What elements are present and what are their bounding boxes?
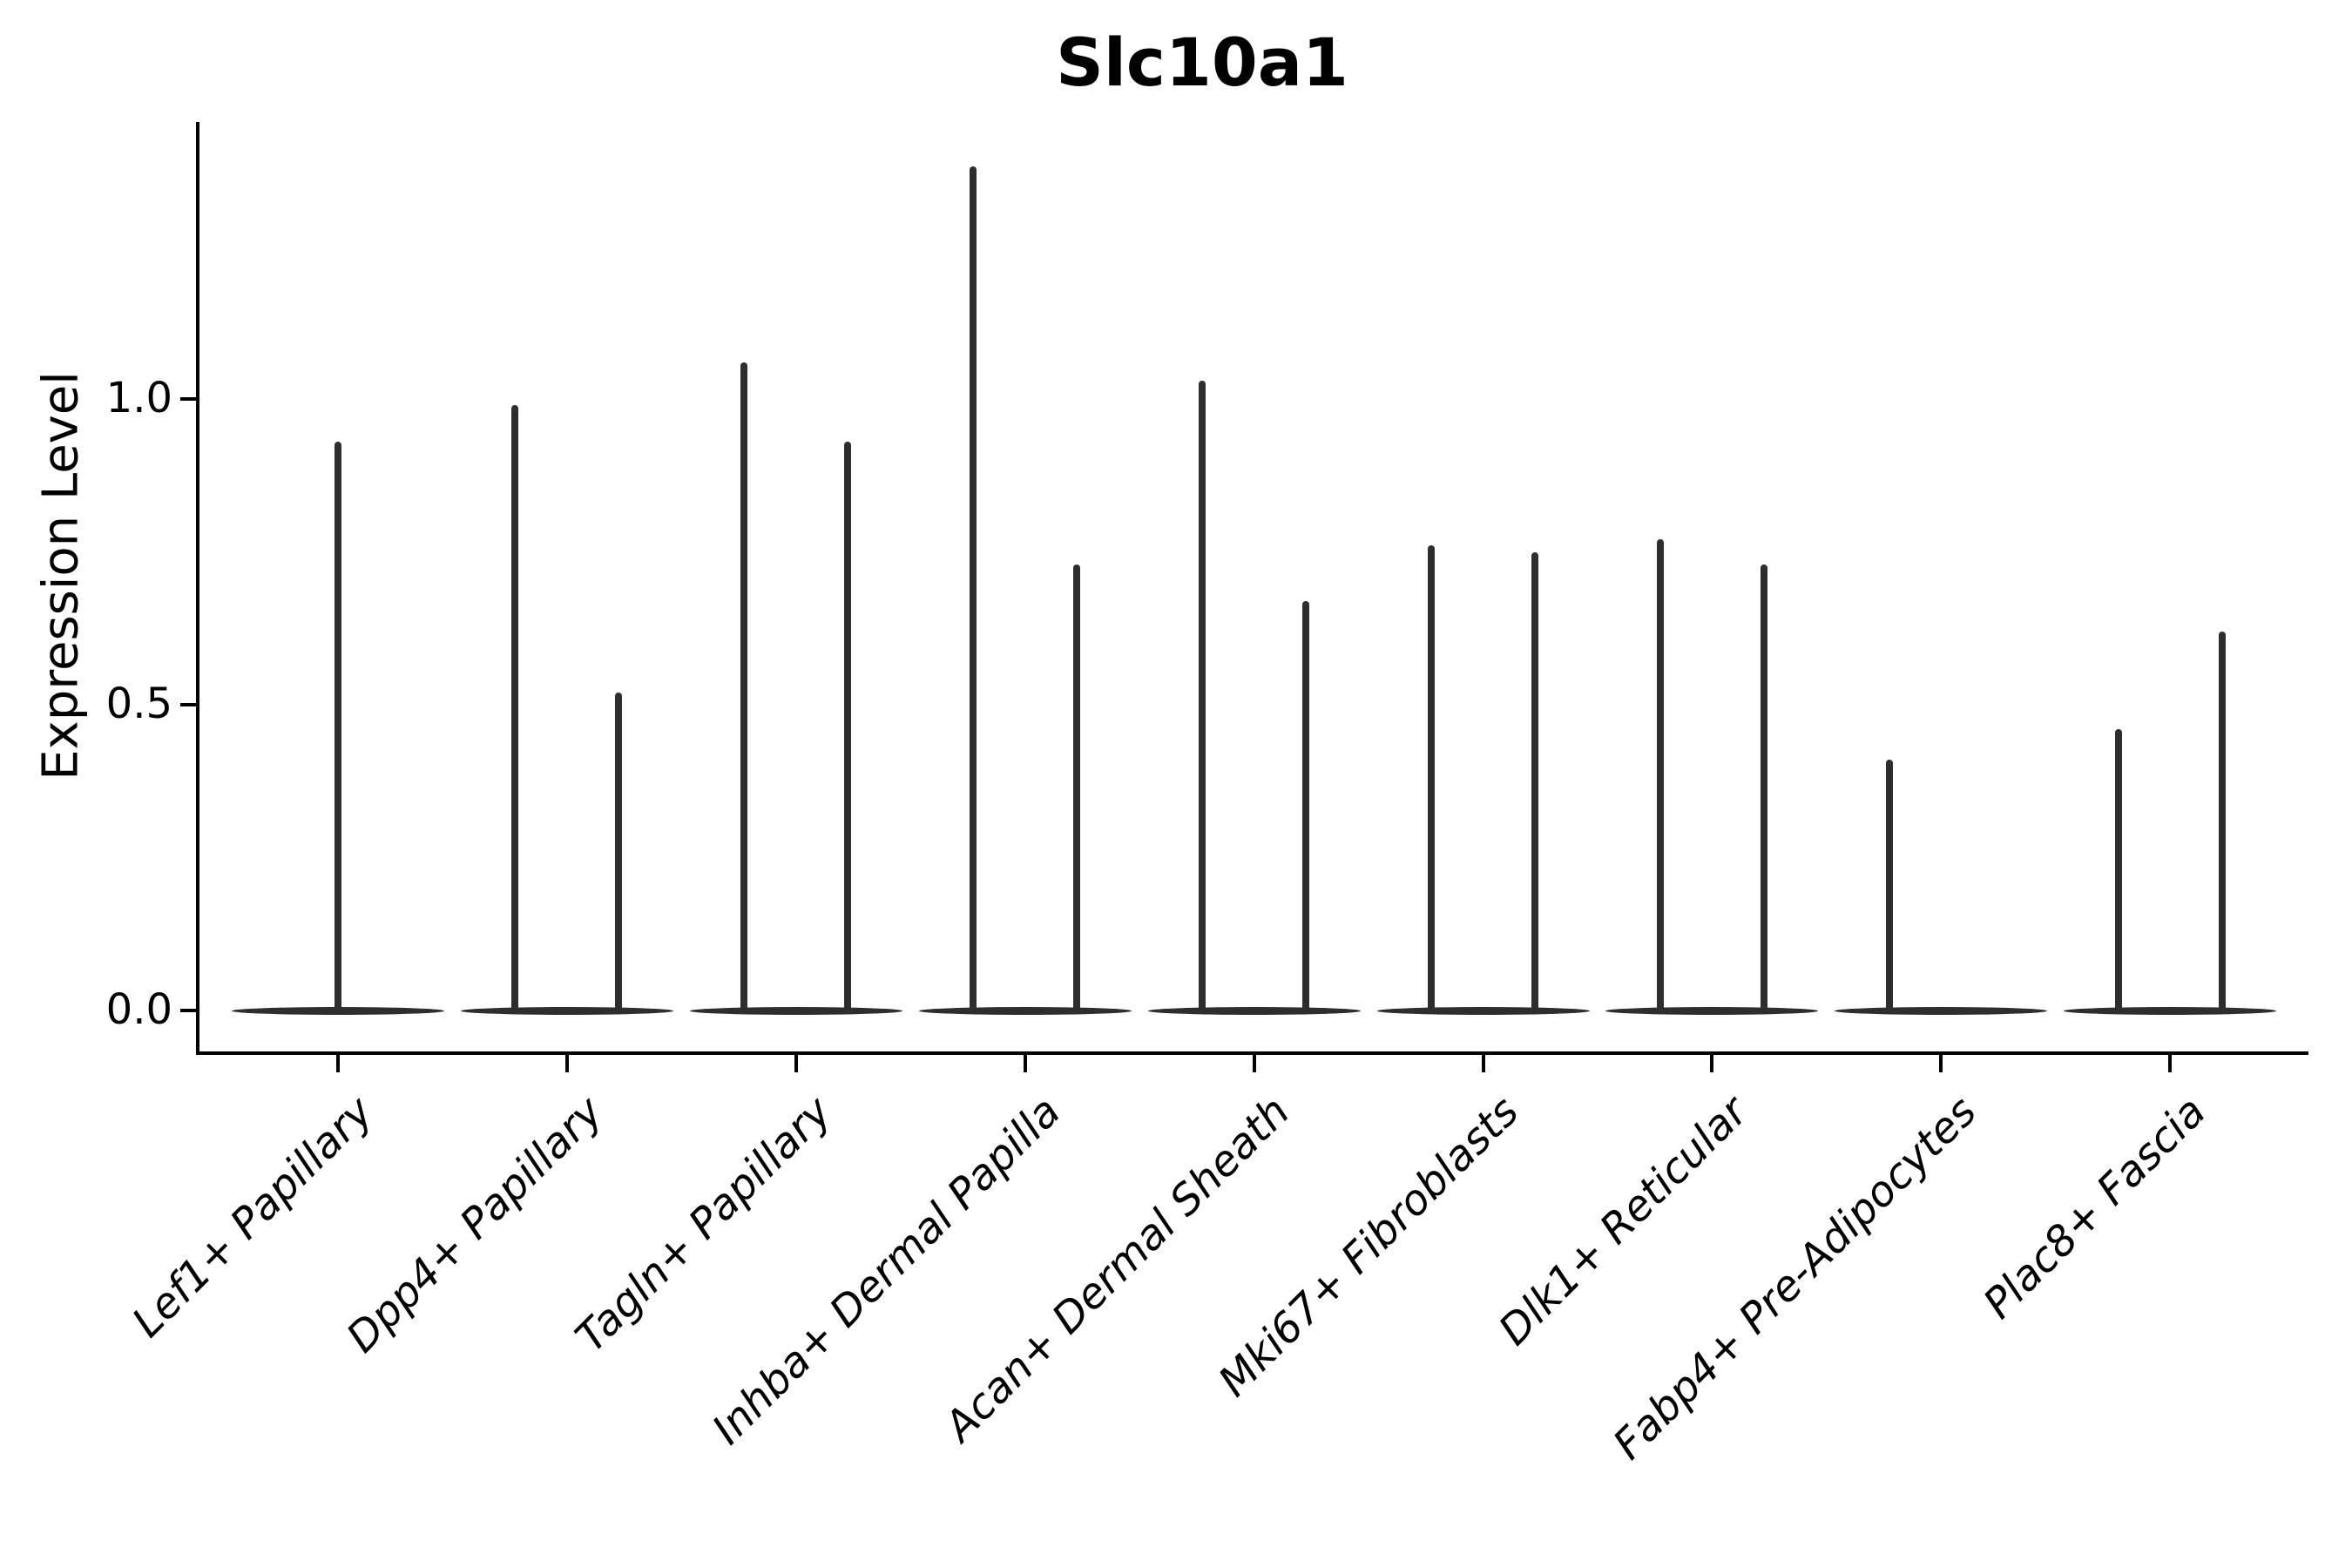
y-tick xyxy=(180,397,196,401)
y-tick-label: 0.5 xyxy=(105,679,172,728)
violin-spike xyxy=(1199,380,1206,1013)
violin-spike xyxy=(1428,545,1435,1013)
y-tick xyxy=(180,703,196,706)
y-axis-title: Expression Level xyxy=(32,371,90,781)
y-tick-label: 0.0 xyxy=(105,984,172,1034)
violin-baseline xyxy=(1147,1006,1361,1015)
x-tick-label: Tagln+ Papillary xyxy=(566,1087,841,1362)
violin-spike xyxy=(2218,631,2226,1013)
y-tick xyxy=(180,1009,196,1012)
violin-baseline xyxy=(1835,1006,2048,1015)
violin-spike xyxy=(1885,760,1893,1013)
y-axis-line xyxy=(196,122,199,1055)
violin-spike xyxy=(1656,539,1664,1013)
violin-spike xyxy=(970,166,977,1013)
violin-spike xyxy=(2114,729,2122,1013)
x-tick xyxy=(1023,1055,1027,1072)
violin-baseline xyxy=(2064,1006,2277,1015)
x-tick-label: Fabp4+ Pre-Adipocytes xyxy=(1604,1087,1986,1470)
chart-title: Slc10a1 xyxy=(1056,24,1348,101)
violin-spike xyxy=(1302,600,1310,1013)
x-tick-label: Dpp4+ Papillary xyxy=(336,1087,612,1362)
violin-spike xyxy=(1531,551,1538,1013)
violin-baseline xyxy=(1605,1006,1819,1015)
violin-spike xyxy=(1073,564,1081,1013)
x-tick xyxy=(1252,1055,1256,1072)
x-tick-label: Lef1+ Papillary xyxy=(123,1087,383,1348)
x-tick xyxy=(2168,1055,2173,1072)
x-tick xyxy=(1481,1055,1485,1072)
violin-baseline xyxy=(1376,1006,1590,1015)
violin-spike xyxy=(335,442,341,1013)
violin-baseline xyxy=(918,1006,1132,1015)
x-tick xyxy=(1939,1055,1943,1072)
x-tick xyxy=(1710,1055,1714,1072)
x-axis-line xyxy=(196,1051,2308,1055)
x-tick xyxy=(336,1055,340,1072)
x-tick-label: Plac8+ Fascia xyxy=(1974,1087,2215,1328)
violin-baseline xyxy=(460,1006,673,1015)
violin-spike xyxy=(511,405,519,1013)
violin-baseline xyxy=(689,1006,902,1015)
violin-spike xyxy=(844,442,852,1013)
x-tick xyxy=(564,1055,569,1072)
violin-spike xyxy=(740,362,748,1013)
x-tick xyxy=(794,1055,798,1072)
x-tick-label: Dlk1+ Reticular xyxy=(1489,1087,1757,1355)
violin-spike xyxy=(615,692,623,1013)
violin-spike xyxy=(1760,564,1767,1013)
y-tick-label: 1.0 xyxy=(105,373,172,422)
